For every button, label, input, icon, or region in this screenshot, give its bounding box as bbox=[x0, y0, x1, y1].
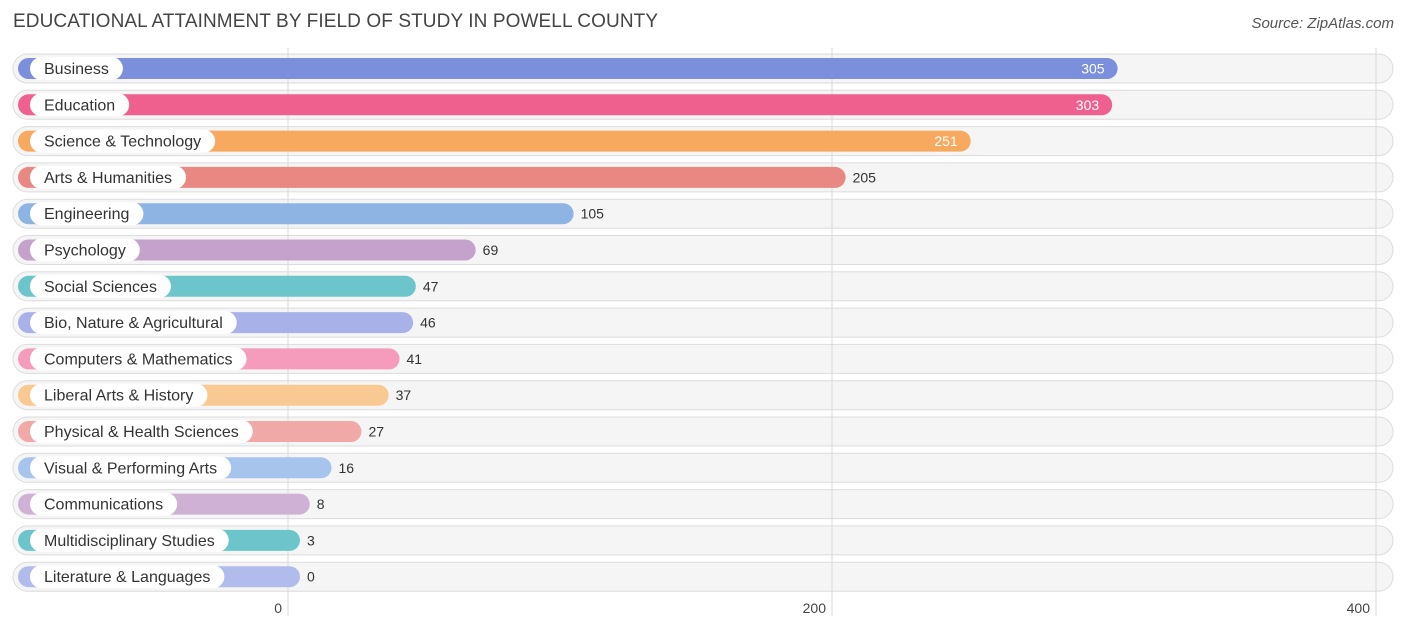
category-label: Physical & Health Sciences bbox=[44, 424, 239, 441]
bars: Business 305 Education 303 Science & Technol… bbox=[18, 57, 1118, 589]
category-label-pill bbox=[30, 492, 178, 516]
x-axis-ticks: 0 200 400 bbox=[274, 600, 1370, 616]
value-label: 105 bbox=[581, 206, 605, 222]
category-label-pill bbox=[30, 528, 229, 552]
value-label: 46 bbox=[420, 315, 436, 331]
category-label: Multidisciplinary Studies bbox=[44, 533, 215, 550]
bar-group: Computers & Mathematics 41 bbox=[18, 347, 423, 371]
value-label: 251 bbox=[934, 133, 958, 149]
category-label-pill bbox=[30, 311, 237, 335]
bar-group: Arts & Humanities 205 bbox=[18, 165, 877, 189]
value-label: 16 bbox=[339, 460, 355, 476]
row-background bbox=[12, 525, 1394, 556]
value-label: 41 bbox=[407, 351, 423, 367]
bar-group: Visual & Performing Arts 16 bbox=[18, 456, 355, 480]
value-label: 0 bbox=[307, 569, 315, 585]
category-label-pill bbox=[30, 57, 123, 80]
category-label: Social Sciences bbox=[44, 279, 157, 296]
category-label: Business bbox=[44, 61, 109, 78]
category-label-pill bbox=[30, 383, 208, 407]
source-credit: Source: ZipAtlas.com bbox=[1251, 15, 1394, 32]
value-label: 37 bbox=[396, 387, 412, 403]
category-label-pill bbox=[30, 129, 216, 153]
bar-group: Multidisciplinary Studies 3 bbox=[18, 528, 315, 552]
category-label: Visual & Performing Arts bbox=[44, 460, 217, 477]
category-label-pill bbox=[30, 202, 144, 226]
category-label-pill bbox=[30, 565, 225, 589]
bar-group: Psychology 69 bbox=[18, 238, 499, 262]
bar-group: Social Sciences 47 bbox=[18, 274, 439, 298]
bar-group: Education 303 bbox=[18, 93, 1113, 117]
category-label: Bio, Nature & Agricultural bbox=[44, 315, 223, 332]
bar-group: Liberal Arts & History 37 bbox=[18, 383, 412, 407]
bar bbox=[18, 166, 846, 188]
category-label: Communications bbox=[44, 497, 163, 514]
category-label-pill bbox=[30, 347, 247, 371]
chart-title: EDUCATIONAL ATTAINMENT BY FIELD OF STUDY… bbox=[13, 11, 659, 32]
bar-group: Business 305 bbox=[18, 57, 1118, 80]
bar-group: Bio, Nature & Agricultural 46 bbox=[18, 311, 436, 335]
row-background bbox=[12, 452, 1394, 483]
row-background bbox=[12, 561, 1394, 592]
bar bbox=[18, 130, 971, 152]
value-label: 3 bbox=[307, 532, 315, 548]
value-label: 27 bbox=[368, 424, 384, 440]
category-label-pill bbox=[30, 165, 187, 189]
bar bbox=[18, 94, 1113, 116]
category-label: Liberal Arts & History bbox=[44, 388, 193, 405]
row-background bbox=[12, 489, 1394, 520]
value-label: 47 bbox=[423, 278, 439, 294]
x-tick-label: 0 bbox=[274, 600, 282, 616]
value-label: 205 bbox=[853, 169, 877, 185]
bar bbox=[18, 203, 574, 225]
category-label-pill bbox=[30, 93, 130, 117]
bar-group: Communications 8 bbox=[18, 492, 325, 516]
bar-group: Engineering 105 bbox=[18, 202, 605, 226]
category-label: Arts & Humanities bbox=[44, 170, 172, 187]
bar bbox=[18, 58, 1118, 79]
x-tick-label: 400 bbox=[1347, 600, 1371, 616]
category-label: Science & Technology bbox=[44, 134, 201, 151]
category-label-pill bbox=[30, 238, 140, 262]
category-label-pill bbox=[30, 420, 253, 443]
category-label: Engineering bbox=[44, 206, 129, 223]
category-label: Psychology bbox=[44, 243, 126, 260]
x-tick-label: 200 bbox=[803, 600, 827, 616]
value-label: 8 bbox=[317, 496, 325, 512]
category-label: Literature & Languages bbox=[44, 569, 210, 586]
category-label-pill bbox=[30, 456, 232, 480]
value-label: 305 bbox=[1081, 61, 1105, 77]
category-label-pill bbox=[30, 274, 171, 298]
bar-group: Science & Technology 251 bbox=[18, 129, 971, 153]
category-label: Education bbox=[44, 97, 115, 114]
value-label: 69 bbox=[483, 242, 499, 258]
category-label: Computers & Mathematics bbox=[44, 351, 233, 368]
bar-group: Physical & Health Sciences 27 bbox=[18, 420, 384, 443]
bar-group: Literature & Languages 0 bbox=[18, 565, 315, 589]
value-label: 303 bbox=[1076, 97, 1100, 113]
